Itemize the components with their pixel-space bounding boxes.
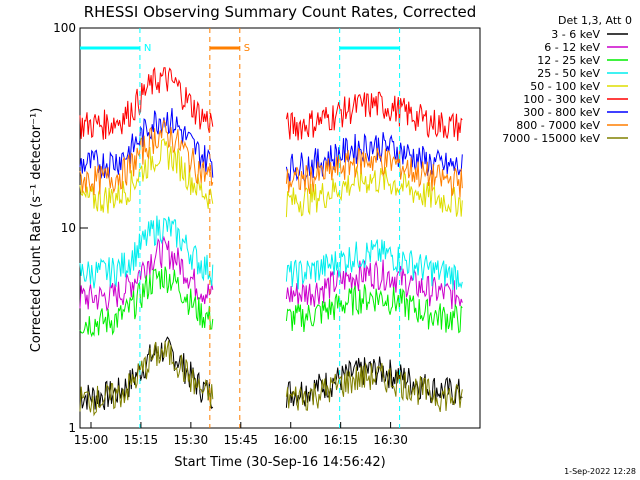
y-tick-label-0: 1 bbox=[68, 421, 76, 435]
chart-title: RHESSI Observing Summary Count Rates, Co… bbox=[84, 3, 477, 21]
legend-label-3: 25 - 50 keV bbox=[537, 67, 600, 80]
series-8 bbox=[79, 340, 463, 417]
marker-0: N bbox=[80, 28, 401, 428]
series-line-0-0 bbox=[79, 336, 214, 411]
series-line-2-0 bbox=[79, 266, 214, 338]
series-line-0-1 bbox=[285, 356, 463, 408]
series-line-2-1 bbox=[285, 284, 463, 334]
y-tick-label-2: 100 bbox=[53, 21, 76, 35]
marker-1: S bbox=[209, 28, 250, 428]
legend-label-7: 800 - 7000 keV bbox=[516, 119, 600, 132]
y-axis-label: Corrected Count Rate (s⁻¹ detector⁻¹) bbox=[29, 108, 44, 353]
series-line-6-0 bbox=[79, 108, 214, 179]
legend-label-8: 7000 - 15000 keV bbox=[502, 132, 600, 145]
series-line-8-1 bbox=[285, 362, 463, 413]
series-0 bbox=[79, 336, 463, 411]
legend-label-5: 100 - 300 keV bbox=[523, 93, 600, 106]
legend-title: Det 1,3, Att 0 bbox=[558, 14, 632, 27]
series-line-1-1 bbox=[285, 259, 463, 310]
y-axis-ticks: 1 10 100 bbox=[53, 21, 88, 435]
render-timestamp: 1-Sep-2022 12:28 bbox=[564, 467, 636, 476]
legend-label-1: 6 - 12 keV bbox=[544, 41, 600, 54]
series-line-5-1 bbox=[285, 91, 463, 141]
series-7 bbox=[79, 119, 463, 198]
marker-label-0: N bbox=[144, 43, 151, 54]
series-5 bbox=[79, 66, 463, 141]
series-line-7-0 bbox=[79, 119, 214, 196]
series-4 bbox=[79, 138, 463, 218]
series-line-4-1 bbox=[285, 165, 463, 218]
x-tick-label-0: 15:00 bbox=[74, 433, 109, 447]
series-2 bbox=[79, 266, 463, 338]
series-line-3-1 bbox=[285, 239, 463, 291]
x-tick-label-1: 15:15 bbox=[124, 433, 159, 447]
series-line-4-0 bbox=[79, 138, 214, 214]
legend-label-6: 300 - 800 keV bbox=[523, 106, 600, 119]
series-line-8-0 bbox=[79, 340, 214, 417]
legend-label-2: 12 - 25 keV bbox=[537, 54, 600, 67]
marker-label-1: S bbox=[244, 43, 250, 54]
x-tick-label-5: 16:15 bbox=[323, 433, 358, 447]
series-line-3-0 bbox=[79, 215, 214, 289]
legend-label-4: 50 - 100 keV bbox=[530, 80, 600, 93]
series-3 bbox=[79, 215, 463, 291]
series-line-5-0 bbox=[79, 66, 214, 140]
legend-label-0: 3 - 6 keV bbox=[551, 28, 600, 41]
y-tick-label-1: 10 bbox=[61, 221, 76, 235]
series-line-7-1 bbox=[285, 147, 463, 198]
x-tick-label-2: 15:30 bbox=[174, 433, 209, 447]
x-tick-label-6: 16:30 bbox=[373, 433, 408, 447]
x-axis-label: Start Time (30-Sep-16 14:56:42) bbox=[174, 455, 385, 470]
x-tick-label-4: 16:00 bbox=[273, 433, 308, 447]
x-tick-label-3: 15:45 bbox=[223, 433, 258, 447]
x-axis-ticks: 15:00 15:15 15:30 15:45 16:00 16:15 16:30 bbox=[74, 422, 408, 447]
